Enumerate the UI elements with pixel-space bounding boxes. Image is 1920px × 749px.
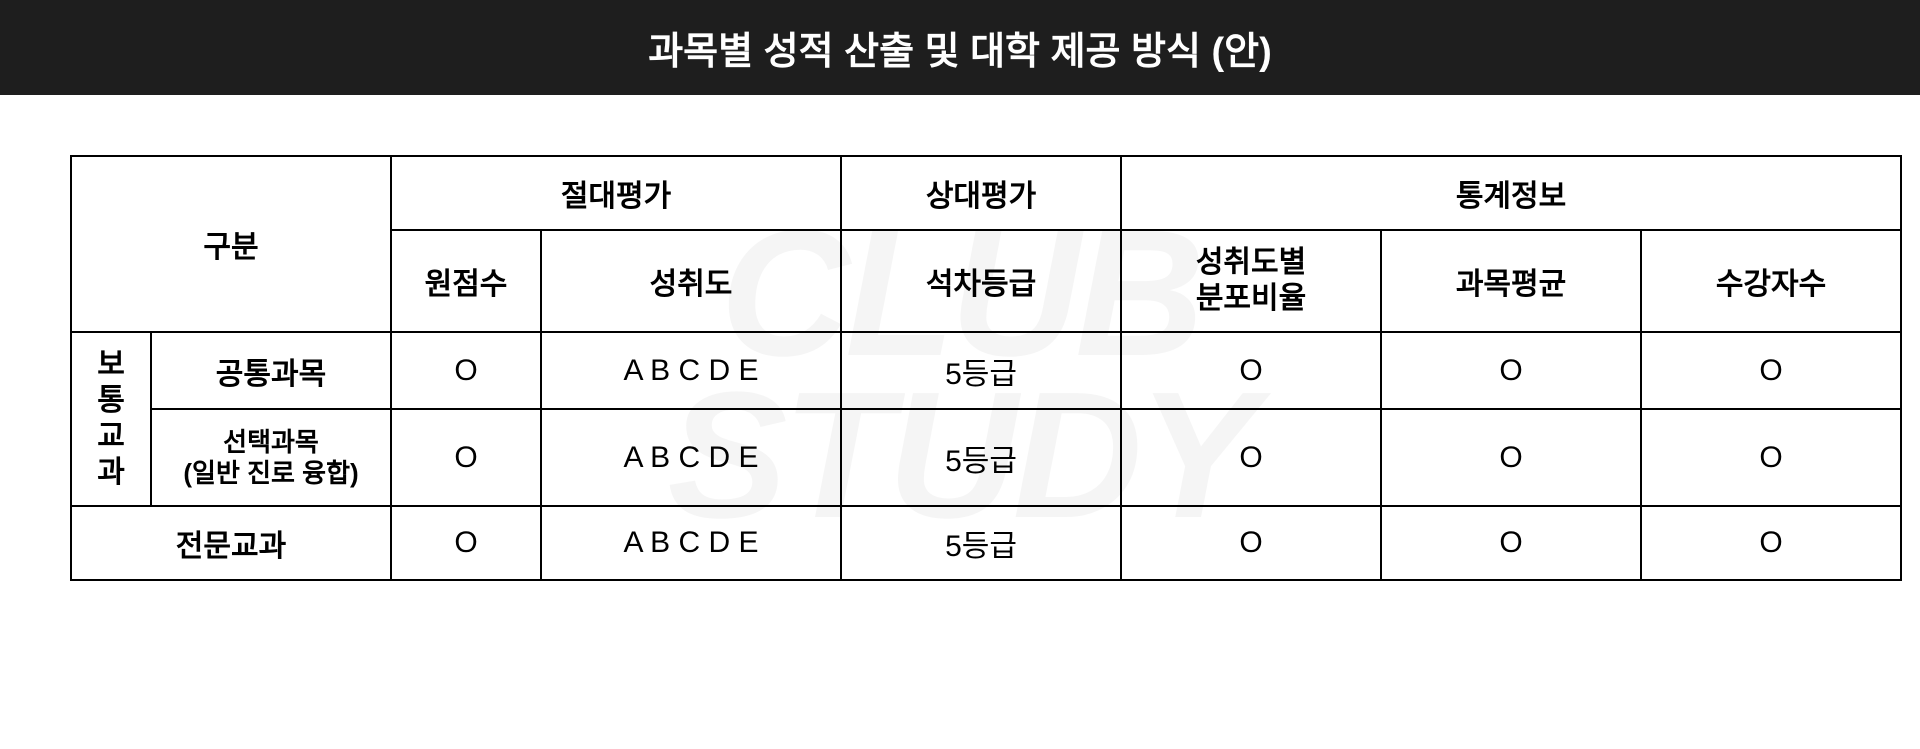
cell-dist: O xyxy=(1121,332,1381,409)
row-group-general: 보통교과 xyxy=(71,332,151,506)
cell-rank: 5등급 xyxy=(841,506,1121,580)
header-student-count: 수강자수 xyxy=(1641,230,1901,332)
row-elective-line1: 선택과목 xyxy=(160,427,382,458)
header-rank-grade: 석차등급 xyxy=(841,230,1121,332)
header-dist-line2: 분포비율 xyxy=(1130,281,1372,317)
cell-dist: O xyxy=(1121,506,1381,580)
cell-raw: O xyxy=(391,332,541,409)
header-achievement: 성취도 xyxy=(541,230,841,332)
cell-rank: 5등급 xyxy=(841,409,1121,506)
table-row: 선택과목 (일반 진로 융합) O A B C D E 5등급 O O O xyxy=(71,409,1901,506)
header-raw-score: 원점수 xyxy=(391,230,541,332)
cell-avg: O xyxy=(1381,409,1641,506)
row-elective-line2: (일반 진로 융합) xyxy=(160,458,382,489)
cell-raw: O xyxy=(391,506,541,580)
header-dist-ratio: 성취도별 분포비율 xyxy=(1121,230,1381,332)
row-common-subject: 공통과목 xyxy=(151,332,391,409)
cell-avg: O xyxy=(1381,506,1641,580)
page-title: 과목별 성적 산출 및 대학 제공 방식 (안) xyxy=(0,0,1920,95)
header-absolute: 절대평가 xyxy=(391,156,841,230)
grade-table: 구분 절대평가 상대평가 통계정보 원점수 성취도 석차등급 성취도별 분포비율… xyxy=(70,155,1902,581)
table-row: 전문교과 O A B C D E 5등급 O O O xyxy=(71,506,1901,580)
header-relative: 상대평가 xyxy=(841,156,1121,230)
row-elective-subject: 선택과목 (일반 진로 융합) xyxy=(151,409,391,506)
cell-ach: A B C D E xyxy=(541,332,841,409)
cell-cnt: O xyxy=(1641,332,1901,409)
header-subject-avg: 과목평균 xyxy=(1381,230,1641,332)
row-specialized: 전문교과 xyxy=(71,506,391,580)
cell-dist: O xyxy=(1121,409,1381,506)
cell-ach: A B C D E xyxy=(541,409,841,506)
cell-cnt: O xyxy=(1641,506,1901,580)
table-container: 구분 절대평가 상대평가 통계정보 원점수 성취도 석차등급 성취도별 분포비율… xyxy=(0,95,1920,641)
header-category: 구분 xyxy=(71,156,391,332)
cell-raw: O xyxy=(391,409,541,506)
cell-ach: A B C D E xyxy=(541,506,841,580)
header-stats: 통계정보 xyxy=(1121,156,1901,230)
header-dist-line1: 성취도별 xyxy=(1130,245,1372,281)
cell-avg: O xyxy=(1381,332,1641,409)
table-row: 보통교과 공통과목 O A B C D E 5등급 O O O xyxy=(71,332,1901,409)
cell-rank: 5등급 xyxy=(841,332,1121,409)
cell-cnt: O xyxy=(1641,409,1901,506)
